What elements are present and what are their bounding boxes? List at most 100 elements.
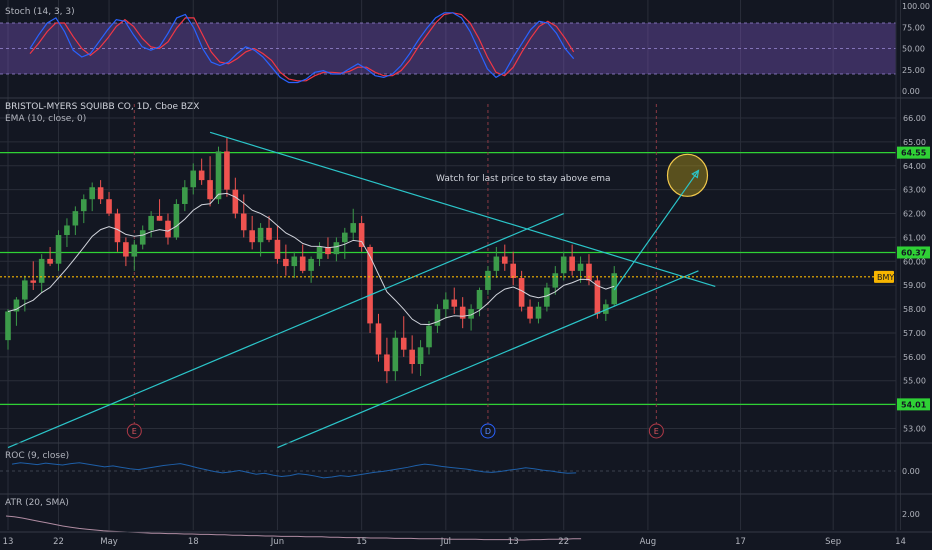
ema-line <box>7 192 615 326</box>
candles <box>5 137 618 384</box>
candle-body <box>13 299 20 312</box>
candle-body <box>527 306 533 319</box>
pane-separators <box>0 0 932 533</box>
earnings-marker-icon <box>648 423 664 439</box>
candle-body <box>367 246 373 324</box>
atr-label: ATR (20, SMA) <box>5 498 69 508</box>
candle-body <box>594 280 601 314</box>
candle-body <box>552 273 559 288</box>
projection-arrow <box>613 170 699 291</box>
time-tick-label: Jul <box>440 537 451 547</box>
earnings-marker-label: E <box>132 427 137 436</box>
candle-body <box>459 306 466 319</box>
candle-body <box>123 242 129 257</box>
candle-body <box>400 337 407 350</box>
candle-body <box>358 223 365 247</box>
price-tick-label: 65.00 <box>903 138 926 147</box>
candle-body <box>451 299 458 307</box>
candle-body <box>106 199 112 214</box>
time-tick-label: 17 <box>735 537 746 547</box>
price-tick-label: 61.00 <box>903 233 926 242</box>
projection-arrowhead-icon <box>691 169 700 179</box>
earnings-marker-icon <box>480 423 496 439</box>
level-badge-bg <box>897 246 930 259</box>
candle-body <box>266 227 272 240</box>
last-price-badge-label: BMY <box>877 273 894 282</box>
candle-body <box>544 287 550 307</box>
time-tick-label: 13 <box>508 537 519 547</box>
earnings-marker-label: D <box>485 427 491 436</box>
roc-line <box>11 462 577 479</box>
level-badges: 64.55 60.37 54.01 <box>897 146 930 411</box>
ema-label: EMA (10, close, 0) <box>5 114 86 124</box>
price-tick-label: 55.00 <box>903 377 926 386</box>
candle-body <box>577 263 584 271</box>
price-tick-label: 66.00 <box>903 114 926 123</box>
candle-body <box>182 187 188 204</box>
price-tick-label: 60.00 <box>903 257 926 266</box>
candle-body <box>5 311 11 341</box>
stochastic-pane: Stoch (14, 3, 3) 100.00 75.00 50.00 25.00 0.… <box>0 2 930 96</box>
level-badge-label: 54.01 <box>901 400 927 409</box>
price-tick-label: 57.00 <box>903 329 926 338</box>
candle-body <box>434 309 441 326</box>
candle-body <box>325 246 331 255</box>
target-circle <box>666 153 709 197</box>
candle-body <box>426 325 432 348</box>
candle-body <box>190 170 197 188</box>
stoch-k-line <box>29 12 575 84</box>
time-tick-label: Sep <box>825 537 841 547</box>
candle-body <box>55 235 62 264</box>
level-badge-bg <box>897 146 930 159</box>
level-badge-label: 64.55 <box>901 149 927 158</box>
roc-pane: ROC (9, close) 0.00 <box>0 451 920 479</box>
stoch-label: Stoch (14, 3, 3) <box>5 7 75 17</box>
stoch-tick-label: 50.00 <box>902 45 925 54</box>
time-tick-label: Aug <box>640 537 657 547</box>
candle-body <box>47 258 53 264</box>
time-tick-label: 14 <box>895 537 906 547</box>
candle-body <box>350 223 357 233</box>
candle-body <box>375 323 382 355</box>
last-price-badge-bg <box>874 270 894 283</box>
candle-body <box>342 232 348 243</box>
price-tick-label: 63.00 <box>903 186 926 195</box>
candle-body <box>249 230 255 243</box>
price-tick-label: 58.00 <box>903 305 926 314</box>
candle-body <box>476 289 483 310</box>
main-title: BRISTOL-MYERS SQUIBB CO, 1D, Cboe BZX <box>5 102 199 112</box>
trendline <box>7 212 564 449</box>
time-tick-label: 13 <box>3 537 14 547</box>
price-tick-label: 59.00 <box>903 281 926 290</box>
time-tick-label: 22 <box>53 537 64 547</box>
candle-body <box>392 337 399 372</box>
candle-body <box>308 258 314 271</box>
candle-body <box>114 213 121 243</box>
candle-body <box>485 270 491 290</box>
candle-body <box>97 187 104 200</box>
grid-lines <box>0 0 902 530</box>
atr-line <box>5 515 582 541</box>
candle-body <box>224 151 230 190</box>
candle-body <box>333 242 340 255</box>
candle-body <box>148 215 154 231</box>
candle-body <box>173 203 180 238</box>
candle-body <box>72 211 79 226</box>
candle-body <box>443 299 449 310</box>
time-tick-label: 15 <box>356 537 367 547</box>
candle-body <box>64 225 70 236</box>
candle-body <box>569 256 575 271</box>
candle-body <box>603 304 609 314</box>
candle-body <box>291 256 298 267</box>
time-tick-label: May <box>100 537 118 547</box>
price-pane: E D E Watch for last price to stay above e… <box>0 102 930 449</box>
candle-body <box>299 256 306 271</box>
candle-body <box>30 280 37 283</box>
time-tick-label: 18 <box>188 537 199 547</box>
atr-axis-tick: 2.00 <box>902 510 920 519</box>
candle-body <box>215 151 222 200</box>
candle-body <box>586 263 592 281</box>
candle-body <box>518 278 525 307</box>
trendline <box>277 270 699 449</box>
